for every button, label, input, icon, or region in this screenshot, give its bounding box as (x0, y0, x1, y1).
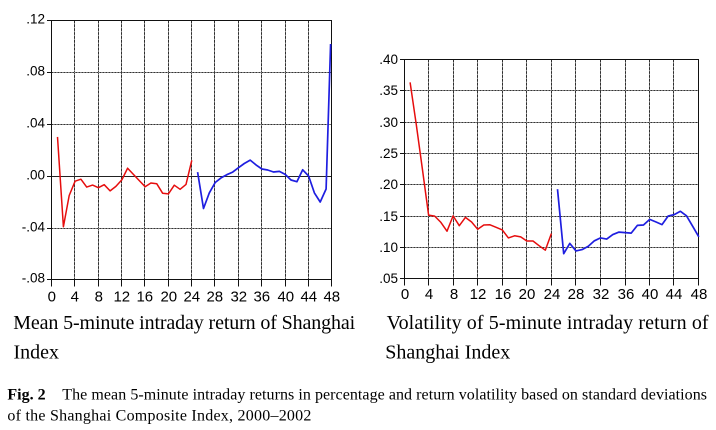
svg-text:Mean 5-minute intraday return: Mean 5-minute intraday return of Shangha… (13, 312, 355, 334)
svg-text:32: 32 (593, 286, 610, 303)
svg-text:Index: Index (14, 341, 60, 363)
svg-text:4: 4 (71, 289, 79, 306)
svg-text:48: 48 (323, 289, 340, 306)
svg-text:Fig. 2: Fig. 2 (7, 387, 45, 404)
svg-text:Shanghai Index: Shanghai Index (385, 341, 510, 363)
svg-text:32: 32 (230, 289, 247, 306)
svg-text:0: 0 (401, 286, 409, 303)
svg-text:40: 40 (277, 289, 294, 306)
svg-text:28: 28 (206, 289, 223, 306)
svg-text:.25: .25 (379, 146, 398, 161)
svg-text:8: 8 (450, 286, 458, 303)
svg-text:16: 16 (495, 286, 512, 303)
svg-text:.30: .30 (379, 115, 398, 130)
svg-text:24: 24 (544, 286, 561, 303)
svg-text:The mean 5-minute intraday ret: The mean 5-minute intraday returns in pe… (62, 387, 707, 404)
svg-text:.00: .00 (26, 167, 45, 182)
svg-text:.12: .12 (26, 11, 45, 26)
svg-text:8: 8 (95, 289, 103, 306)
svg-text:.05: .05 (379, 271, 398, 286)
svg-text:Volatility of 5-minute intrada: Volatility of 5-minute intraday return o… (387, 312, 709, 334)
svg-text:40: 40 (642, 286, 659, 303)
svg-text:20: 20 (519, 286, 536, 303)
svg-text:.20: .20 (379, 177, 398, 192)
svg-text:44: 44 (666, 286, 683, 303)
svg-text:-.04: -.04 (22, 219, 46, 234)
svg-text:0: 0 (48, 289, 56, 306)
svg-text:28: 28 (568, 286, 585, 303)
svg-text:.15: .15 (379, 209, 398, 224)
svg-text:.04: .04 (26, 115, 45, 130)
svg-text:-.08: -.08 (22, 270, 45, 285)
svg-text:48: 48 (691, 286, 708, 303)
svg-text:12: 12 (113, 289, 130, 306)
svg-text:.08: .08 (26, 63, 45, 78)
svg-text:.35: .35 (379, 83, 398, 98)
svg-text:12: 12 (470, 286, 487, 303)
svg-text:16: 16 (136, 289, 153, 306)
svg-text:24: 24 (183, 289, 200, 306)
svg-text:36: 36 (253, 289, 270, 306)
svg-text:20: 20 (160, 289, 177, 306)
svg-text:of the Shanghai Composite Inde: of the Shanghai Composite Index, 2000–20… (7, 408, 311, 425)
svg-text:36: 36 (618, 286, 635, 303)
svg-text:4: 4 (425, 286, 433, 303)
svg-text:.10: .10 (379, 240, 398, 255)
svg-text:.40: .40 (379, 52, 398, 67)
svg-text:44: 44 (300, 289, 317, 306)
